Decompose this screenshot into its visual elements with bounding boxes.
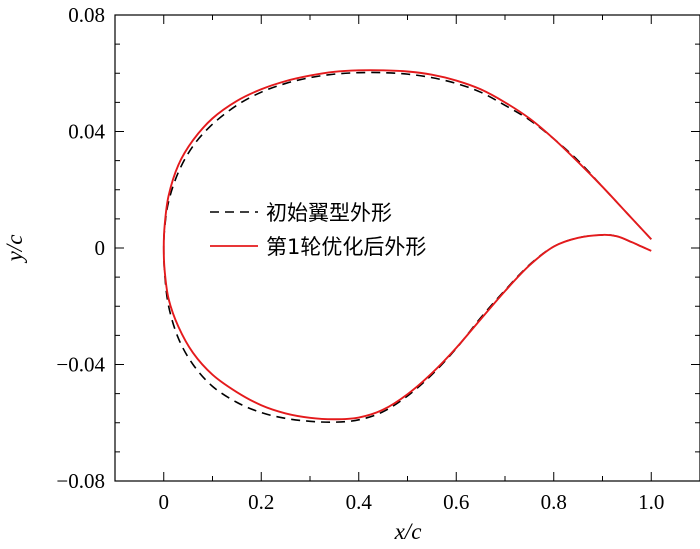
x-axis-title: x/c [394, 519, 422, 544]
y-tick-label: −0.08 [56, 469, 105, 493]
axis-ticks [115, 14, 700, 482]
y-tick-label: 0 [95, 236, 106, 260]
x-tick-label: 0.2 [248, 490, 274, 514]
x-tick-label: 0.4 [346, 490, 373, 514]
legend: 初始翼型外形 第1轮优化后外形 [210, 201, 426, 259]
x-tick-label: 0.8 [541, 490, 567, 514]
legend-label-initial: 初始翼型外形 [266, 201, 392, 225]
x-tick-label: 1.0 [638, 490, 664, 514]
series-optimized-airfoil [162, 69, 652, 421]
x-tick-label: 0.6 [443, 490, 469, 514]
y-tick-label: 0.04 [68, 120, 105, 144]
y-tick-label: −0.04 [56, 353, 105, 377]
series-group [162, 69, 652, 424]
x-tick-label: 0 [159, 490, 170, 514]
y-axis-title: y/c [2, 235, 27, 264]
axis-tick-labels: 0 0.2 0.4 0.6 0.8 1.0 −0.08 −0.04 0 0.04 0.08 [56, 3, 664, 514]
y-tick-label: 0.08 [68, 3, 105, 27]
legend-label-optimized: 第1轮优化后外形 [266, 235, 426, 259]
